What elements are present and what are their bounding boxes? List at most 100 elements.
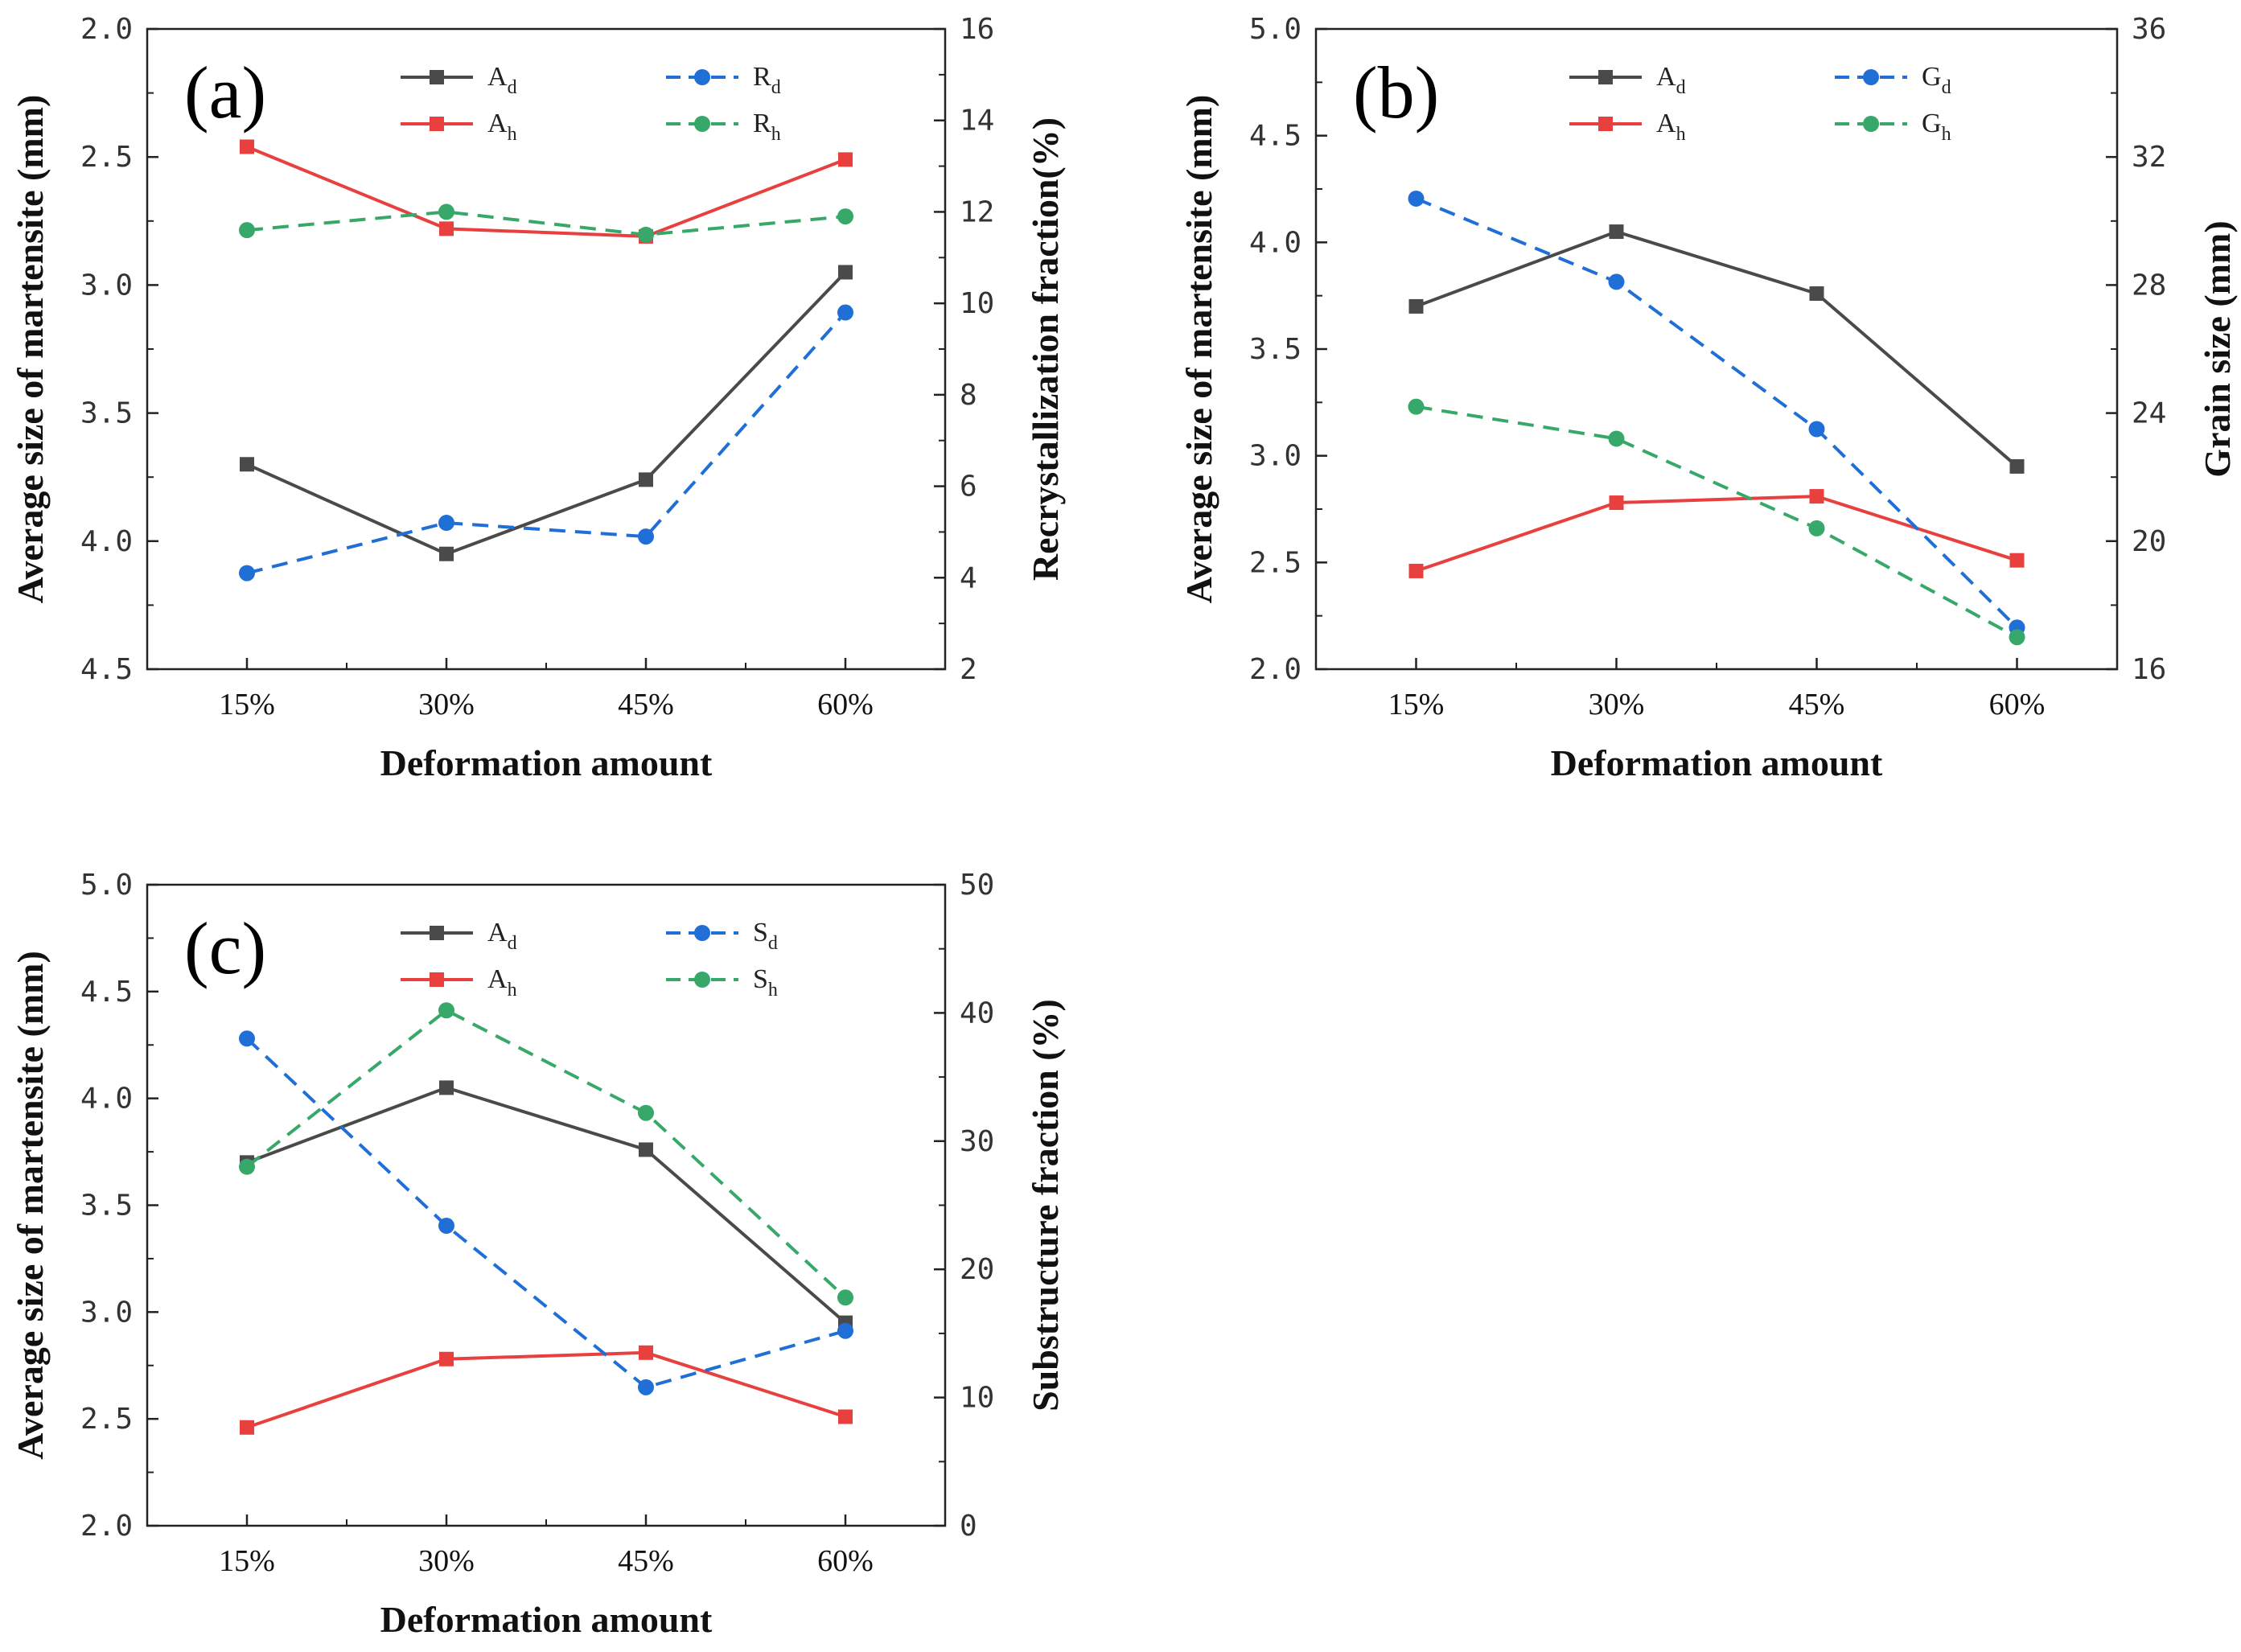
right-tick-label: 32 (2132, 141, 2166, 174)
data-point-circle (638, 1104, 654, 1121)
data-point-square (1809, 286, 1824, 302)
plot-frame (146, 883, 947, 1527)
left-tick-label: 2.5 (80, 141, 133, 174)
data-point-square (439, 546, 454, 561)
left-tick-label: 2.0 (80, 1510, 133, 1543)
series-Ad: Ad (240, 62, 853, 561)
data-point-circle (837, 304, 853, 321)
right-tick-label: 50 (960, 869, 994, 902)
series-Ah: Ah (1408, 109, 2025, 578)
legend-marker-circle (694, 972, 710, 988)
legend-marker-circle (694, 69, 710, 85)
left-tick-label: 4.5 (80, 976, 133, 1009)
legend-marker-square (430, 926, 444, 940)
series-line (246, 145, 846, 238)
left-tick-label: 3.0 (1249, 440, 1301, 473)
series-Sh: Sh (239, 964, 853, 1306)
chart-panel-3: 2.0 2.5 3.0 3.5 4.0 4.5 5.0 0 10 20 30 40 50 15% 30% 45… (10, 869, 1066, 1640)
x-category-label: 45% (618, 688, 674, 721)
left-tick-label: 2.5 (1249, 546, 1301, 579)
right-tick-label: 12 (960, 195, 994, 228)
x-category-label: 15% (1388, 688, 1445, 721)
legend-marker-square (430, 117, 444, 131)
left-tick-label: 3.5 (1249, 333, 1301, 366)
legend-label: Gd (1922, 62, 1951, 98)
data-point-circle (638, 528, 654, 545)
data-point-square (639, 1345, 653, 1360)
legend-marker-circle (694, 116, 710, 132)
right-tick-label: 30 (960, 1125, 994, 1158)
left-axis-title: Average size of martensite (mm) (10, 95, 51, 604)
series-line (1416, 405, 2018, 639)
data-point-square (1408, 298, 1424, 314)
data-point-square (2009, 458, 2025, 474)
left-tick-label: 4.0 (80, 525, 133, 558)
legend-label: Sd (753, 918, 778, 954)
series-line (246, 1086, 847, 1325)
data-point-square (439, 221, 454, 236)
data-point-circle (239, 1030, 255, 1047)
right-tick-label: 20 (2132, 525, 2166, 558)
data-point-circle (1608, 273, 1625, 290)
panel-label: (c) (184, 907, 266, 989)
legend-marker-circle (1863, 69, 1879, 85)
right-tick-label: 16 (2132, 653, 2166, 686)
x-axis-title: Deformation amount (380, 742, 713, 783)
right-tick-label: 4 (960, 561, 977, 594)
data-point-circle (1808, 520, 1825, 536)
data-point-circle (1808, 421, 1825, 438)
data-point-circle (1408, 190, 1425, 207)
left-axis-title: Average size of martensite (mm) (1178, 95, 1219, 604)
x-category-label: 30% (1589, 688, 1645, 721)
data-point-square (1809, 489, 1824, 504)
data-point-square (240, 1420, 254, 1435)
series-line (245, 1008, 847, 1299)
data-point-square (838, 265, 853, 280)
right-axis-title: Substructure fraction (%) (1025, 999, 1066, 1412)
right-tick-label: 10 (960, 287, 994, 320)
data-point-circle (638, 226, 654, 243)
legend-marker-square (430, 70, 444, 84)
right-tick-label: 0 (960, 1510, 977, 1543)
x-axis-title: Deformation amount (380, 1599, 713, 1640)
data-point-circle (239, 1158, 255, 1175)
series-Rd: Rd (239, 62, 853, 581)
right-tick-label: 10 (960, 1382, 994, 1415)
data-point-circle (837, 1322, 853, 1339)
series-line (246, 271, 847, 556)
left-tick-label: 4.5 (80, 653, 133, 686)
data-point-circle (837, 1289, 853, 1306)
left-tick-label: 2.0 (80, 13, 133, 46)
data-point-square (1609, 495, 1624, 511)
chart-panel-2: 2.0 2.5 3.0 3.5 4.0 4.5 5.0 16 20 24 28 32 36 15% 30% 4… (1178, 13, 2238, 783)
x-category-label: 30% (418, 1544, 475, 1578)
legend-label: Rh (753, 109, 781, 145)
right-tick-label: 14 (960, 105, 994, 138)
panel-label: (b) (1353, 51, 1439, 134)
data-point-square (439, 1351, 454, 1366)
data-point-square (639, 1142, 653, 1157)
plot-frame (146, 27, 947, 671)
left-tick-label: 2.0 (1249, 653, 1301, 686)
series-Ah: Ah (240, 109, 853, 244)
series-line (1415, 197, 2018, 629)
data-point-circle (2009, 629, 2025, 646)
legend-label: Ah (487, 964, 517, 1001)
series-Rh: Rh (239, 109, 853, 243)
chart-panel-1: 2.0 2.5 3.0 3.5 4.0 4.5 2 4 6 8 10 12 14 16 15% 30% 45% 6… (10, 13, 1066, 783)
x-category-label: 60% (817, 1544, 874, 1578)
data-point-circle (438, 1002, 454, 1019)
left-tick-label: 3.0 (80, 1296, 133, 1329)
legend-marker-circle (1863, 116, 1879, 132)
series-Ad: Ad (240, 918, 853, 1330)
right-tick-label: 16 (960, 13, 994, 46)
series-line (1415, 229, 2018, 468)
legend-label: Rd (753, 62, 781, 98)
data-point-circle (438, 203, 454, 220)
right-tick-label: 24 (2132, 397, 2166, 430)
series-line (246, 311, 847, 575)
x-category-label: 45% (1789, 688, 1845, 721)
series-Sd: Sd (239, 918, 853, 1395)
left-tick-label: 5.0 (80, 869, 133, 902)
